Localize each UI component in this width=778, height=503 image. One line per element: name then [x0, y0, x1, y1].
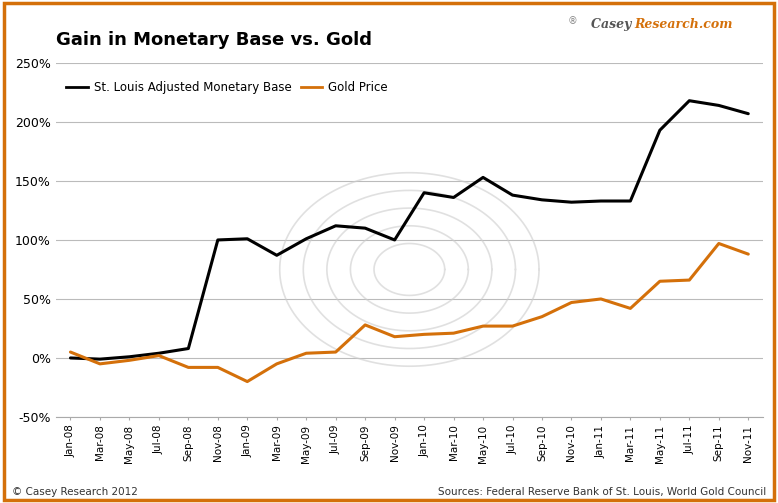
- Text: Sources: Federal Reserve Bank of St. Louis, World Gold Council: Sources: Federal Reserve Bank of St. Lou…: [438, 487, 766, 497]
- Text: ®: ®: [568, 16, 578, 26]
- Text: Research.com: Research.com: [634, 18, 733, 31]
- Text: Gain in Monetary Base vs. Gold: Gain in Monetary Base vs. Gold: [56, 31, 372, 49]
- Legend: St. Louis Adjusted Monetary Base, Gold Price: St. Louis Adjusted Monetary Base, Gold P…: [61, 76, 392, 99]
- Text: © Casey Research 2012: © Casey Research 2012: [12, 487, 138, 497]
- Text: Casey: Casey: [591, 18, 636, 31]
